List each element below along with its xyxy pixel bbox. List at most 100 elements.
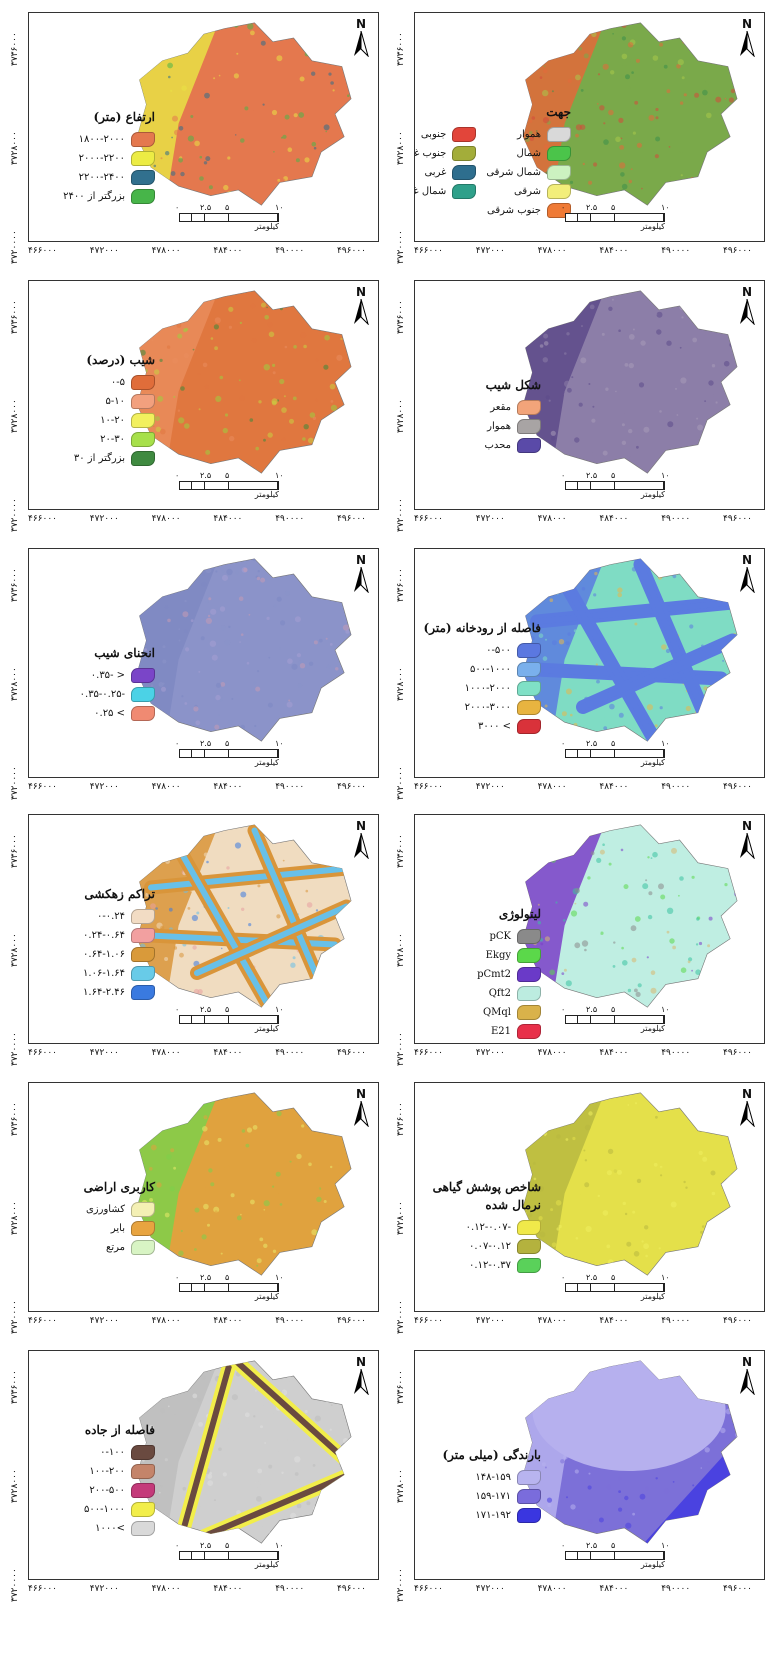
x-axis-tick-label: ۴۹۰۰۰۰ xyxy=(661,1316,691,1326)
legend-label: ۰.۲۴-۰.۶۴ xyxy=(83,929,125,941)
legend-item: pCmt2 xyxy=(421,966,541,982)
x-axis-tick-label: ۴۷۲۰۰۰ xyxy=(89,782,119,792)
legend-label: ۰.۱۲-۰.۳۷ xyxy=(469,1259,511,1271)
x-axis-tick-label: ۴۷۸۰۰۰ xyxy=(151,1316,181,1326)
legend-item: pCK xyxy=(421,928,541,944)
scale-unit: کیلومتر xyxy=(254,490,279,499)
scale-tick-label: ۰ xyxy=(561,1273,566,1282)
scale-segment xyxy=(229,750,279,757)
legend-item: ۱۰۰۰-۲۰۰۰ xyxy=(421,680,541,696)
map-band xyxy=(534,599,736,625)
x-axis-tick-label: ۴۸۴۰۰۰ xyxy=(213,782,243,792)
legend-item: ۰-۰.۲۴ xyxy=(35,908,155,924)
map-class-zone xyxy=(532,1360,726,1471)
scale-segment xyxy=(590,750,616,757)
map-frame: N بارندگی (میلی متر) ۱۴۸-۱۵۹ ۱۵۹-۱۷۱ ۱۷۱-۱۹۲… xyxy=(414,1350,765,1580)
scale-bar: ۰ ۲.۵ ۵ ۱۰ کیلومتر xyxy=(175,1273,284,1301)
scale-segment xyxy=(566,1552,579,1559)
north-arrow-icon: N xyxy=(350,553,372,594)
x-axis-tick-label: ۴۹۶۰۰۰ xyxy=(337,246,367,256)
x-axis-tick-label: ۴۶۶۰۰۰ xyxy=(414,246,444,256)
y-axis-tick-label: ۳۷۲۸۰۰۰ xyxy=(10,667,20,701)
scale-bar: ۰ ۲.۵ ۵ ۱۰ کیلومتر xyxy=(175,203,284,231)
scale-unit: کیلومتر xyxy=(640,222,665,231)
legend-label: ۱.۶۴-۲.۴۶ xyxy=(83,986,125,998)
map-band xyxy=(148,865,350,891)
scale-bar: ۰ ۲.۵ ۵ ۱۰ کیلومتر xyxy=(561,1541,670,1569)
legend-label: شمال شرقی xyxy=(486,166,541,178)
north-label: N xyxy=(355,17,367,31)
map-band xyxy=(637,561,713,729)
legend-item: > ۰.۲۵ xyxy=(35,705,155,721)
legend-label: < -۰.۳۵ xyxy=(90,669,125,681)
y-axis-tick-label: ۳۷۲۸۰۰۰ xyxy=(10,1201,20,1235)
scale-segment xyxy=(204,1284,230,1291)
map-panel-curvature: N انحنای شیب < -۰.۳۵ -۰.۳۵-۰.۲۵ > ۰.۲۵ ۰ ۲.۵ ۵ ۱… xyxy=(6,544,381,804)
map-frame: N جهت هموار جنوبی شمال جنوب غربی شمال شرقی غربی… xyxy=(414,12,765,242)
scale-tick-label: ۵ xyxy=(225,471,230,480)
x-axis-tick-label: ۴۸۴۰۰۰ xyxy=(213,1316,243,1326)
scale-unit: کیلومتر xyxy=(254,758,279,767)
scale-segment xyxy=(615,750,665,757)
map-legend: فاصله از جاده ۰-۱۰۰ ۱۰۰-۲۰۰ ۲۰۰-۵۰۰ ۵۰۰-۱۰۰۰… xyxy=(35,1421,155,1540)
scale-unit: کیلومتر xyxy=(254,1292,279,1301)
map-band xyxy=(251,827,327,995)
legend-label: جنوب غربی xyxy=(414,147,447,159)
legend-title: شکل شیب xyxy=(485,378,541,392)
map-legend: لیتولوژیpCKEkgypCmt2Qft2QMqlE21PlcPd xyxy=(421,905,541,1043)
north-arrow-icon: N xyxy=(350,17,372,58)
x-axis-tick-label: ۴۹۶۰۰۰ xyxy=(723,246,753,256)
x-axis-tick-label: ۴۸۴۰۰۰ xyxy=(213,514,243,524)
legend-label: ۱۷۱-۱۹۲ xyxy=(475,1509,511,1521)
legend-swatch-icon xyxy=(131,393,155,409)
scale-tick-label: ۰ xyxy=(175,203,180,212)
x-axis-tick-label: ۴۷۲۰۰۰ xyxy=(89,1584,119,1594)
legend-label: هموار xyxy=(517,128,541,140)
y-axis-tick-label: ۳۷۲۰۰۰۰ xyxy=(396,498,406,532)
map-panel-lithology: NلیتولوژیpCKEkgypCmt2Qft2QMqlE21PlcPd۰۲.… xyxy=(392,810,767,1070)
x-axis-tick-label: ۴۹۶۰۰۰ xyxy=(337,1048,367,1058)
legend-label: ۱۰۰۰-۲۰۰۰ xyxy=(464,682,511,694)
scale-tick-label: ۰ xyxy=(175,1541,180,1550)
watershed-map xyxy=(522,22,738,206)
x-axis-tick-label: ۴۹۰۰۰۰ xyxy=(661,1584,691,1594)
legend-swatch-icon xyxy=(517,1219,541,1235)
legend-item: بزرگتر از ۲۴۰۰ xyxy=(35,188,155,204)
x-axis-tick-label: ۴۸۴۰۰۰ xyxy=(599,1584,629,1594)
scale-segment xyxy=(578,1284,591,1291)
x-axis-tick-label: ۴۶۶۰۰۰ xyxy=(28,1316,58,1326)
map-legend: شاخص پوشش گیاهی نرمال شده -۰.۱۲-۰.۰۷ ۰.۰۷-… xyxy=(421,1178,541,1277)
scale-bar: ۰ ۲.۵ ۵ ۱۰ کیلومتر xyxy=(561,1273,670,1301)
x-axis-tick-label: ۴۹۶۰۰۰ xyxy=(337,782,367,792)
scale-tick-label: ۵ xyxy=(611,739,616,748)
x-axis-tick-label: ۴۸۴۰۰۰ xyxy=(599,246,629,256)
north-label: N xyxy=(741,1087,753,1101)
scale-segment xyxy=(590,1552,616,1559)
y-axis-tick-label: ۳۷۲۰۰۰۰ xyxy=(10,1568,20,1602)
north-arrow-icon: N xyxy=(736,17,758,58)
scale-segment xyxy=(229,1284,279,1291)
legend-label: -۰.۱۲-۰.۰۷ xyxy=(465,1221,511,1233)
scale-tick-label: ۵ xyxy=(225,203,230,212)
x-axis-tick-label: ۴۸۴۰۰۰ xyxy=(213,1584,243,1594)
scale-segment xyxy=(615,1284,665,1291)
legend-item: شمال غربی xyxy=(415,183,477,199)
scale-segment xyxy=(192,214,205,221)
scale-tick-label: ۲.۵ xyxy=(200,1273,212,1282)
legend-label: بزرگتر از ۲۴۰۰ xyxy=(63,190,125,202)
legend-item: QMql xyxy=(421,1004,541,1020)
x-axis-tick-label: ۴۸۴۰۰۰ xyxy=(599,782,629,792)
legend-title: ارتفاع (متر) xyxy=(93,110,155,124)
scale-segment xyxy=(615,1552,665,1559)
legend-item: شرقی xyxy=(486,183,571,199)
map-frame: N شیب (درصد) ۰-۵ ۵-۱۰ ۱۰-۲۰ ۲۰-۳۰ بزرگتر از ۳۰… xyxy=(28,280,379,510)
watershed-map xyxy=(522,824,738,1008)
x-axis-tick-label: ۴۶۶۰۰۰ xyxy=(28,514,58,524)
legend-label: ۰.۰۷-۰.۱۲ xyxy=(469,1240,511,1252)
north-arrow-icon: N xyxy=(736,553,758,594)
map-legend: کاربری اراضی کشاورزی بایر مرتع xyxy=(35,1178,155,1259)
legend-swatch-icon xyxy=(131,131,155,147)
scale-bar: ۰ ۲.۵ ۵ ۱۰ کیلومتر xyxy=(175,739,284,767)
scale-segment xyxy=(229,482,279,489)
legend-item: -۰.۳۵-۰.۲۵ xyxy=(35,686,155,702)
